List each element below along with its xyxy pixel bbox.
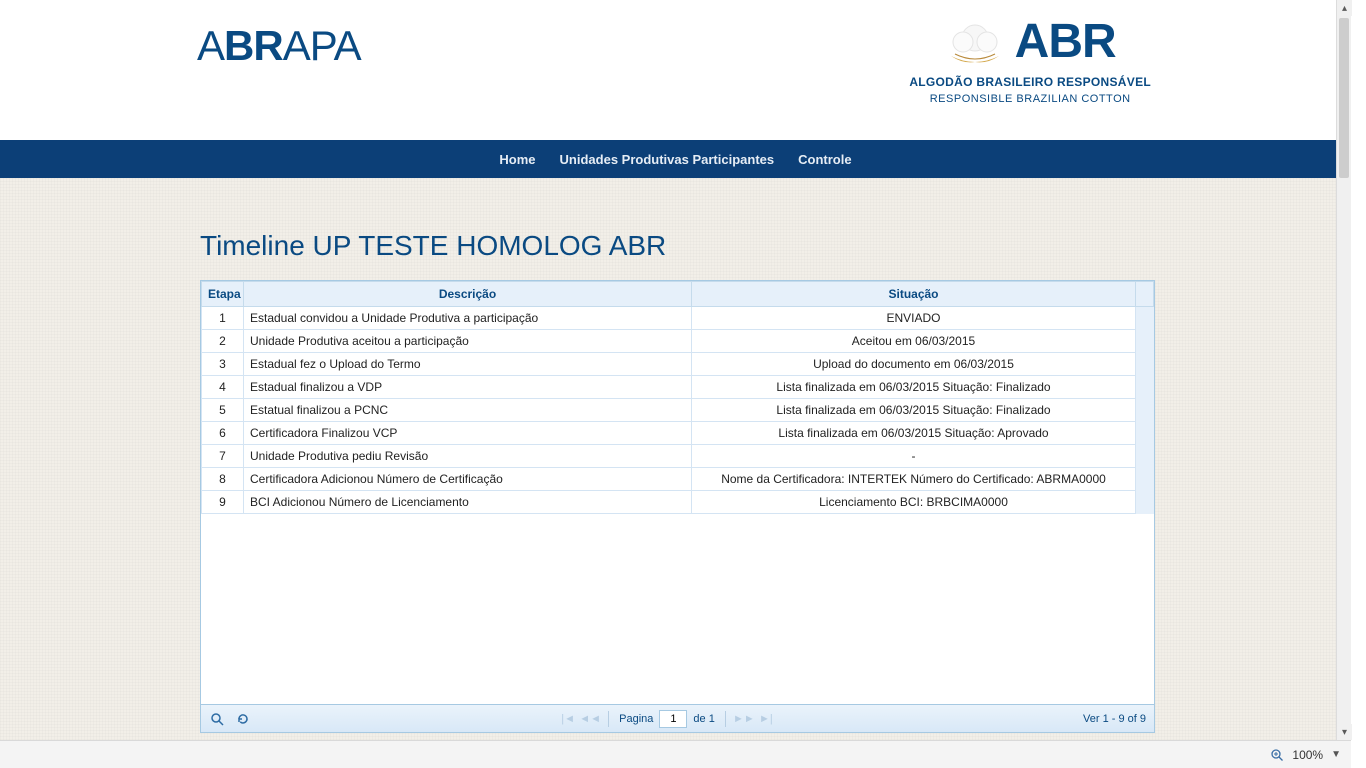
pager-page-label-pre: Pagina	[619, 713, 653, 725]
cell-descricao: Certificadora Adicionou Número de Certif…	[244, 468, 692, 491]
page-title: Timeline UP TESTE HOMOLOG ABR	[200, 230, 1155, 262]
cell-pad	[1136, 422, 1154, 445]
cell-etapa: 9	[202, 491, 244, 514]
grid-header-row: Etapa Descrição Situação	[202, 282, 1154, 307]
pager-separator	[725, 711, 726, 727]
cell-situacao: Lista finalizada em 06/03/2015 Situação:…	[692, 376, 1136, 399]
abr-subtitle-2: RESPONSIBLE BRAZILIAN COTTON	[909, 93, 1151, 105]
table-row[interactable]: 1Estadual convidou a Unidade Produtiva a…	[202, 307, 1154, 330]
cell-etapa: 5	[202, 399, 244, 422]
cell-pad	[1136, 353, 1154, 376]
pager-separator	[608, 711, 609, 727]
cell-pad	[1136, 399, 1154, 422]
abrapa-logo: ABRAPA	[197, 22, 361, 70]
pager-first-button[interactable]: |◄	[560, 711, 576, 727]
table-row[interactable]: 3Estadual fez o Upload do TermoUpload do…	[202, 353, 1154, 376]
search-icon	[210, 712, 224, 726]
cotton-icon	[945, 16, 1005, 68]
pager-refresh-button[interactable]	[235, 711, 251, 727]
cell-situacao: Nome da Certificadora: INTERTEK Número d…	[692, 468, 1136, 491]
cell-descricao: Certificadora Finalizou VCP	[244, 422, 692, 445]
scrollbar-thumb[interactable]	[1339, 18, 1349, 178]
cell-pad	[1136, 307, 1154, 330]
refresh-icon	[236, 712, 250, 726]
cell-etapa: 6	[202, 422, 244, 445]
cell-etapa: 4	[202, 376, 244, 399]
logo-part-a: A	[197, 22, 224, 69]
nav-home[interactable]: Home	[499, 152, 535, 167]
cell-etapa: 7	[202, 445, 244, 468]
cell-etapa: 8	[202, 468, 244, 491]
cell-situacao: Lista finalizada em 06/03/2015 Situação:…	[692, 422, 1136, 445]
scroll-up-arrow-icon[interactable]: ▴	[1337, 0, 1352, 16]
cell-descricao: Estadual convidou a Unidade Produtiva a …	[244, 307, 692, 330]
cell-situacao: Aceitou em 06/03/2015	[692, 330, 1136, 353]
pager-page-label-post: de 1	[693, 713, 714, 725]
pager-next-button[interactable]: ►►	[736, 711, 752, 727]
pager-prev-button[interactable]: ◄◄	[582, 711, 598, 727]
cell-situacao: -	[692, 445, 1136, 468]
header: ABRAPA ABR ALGODÃO BRASILEIRO RESPONSÁVE…	[0, 0, 1351, 140]
cell-situacao: Licenciamento BCI: BRBCIMA0000	[692, 491, 1136, 514]
page-content: Timeline UP TESTE HOMOLOG ABR Etapa Desc…	[200, 230, 1155, 733]
table-row[interactable]: 2Unidade Produtiva aceitou a participaçã…	[202, 330, 1154, 353]
logo-part-br: BR	[224, 22, 283, 69]
abr-logo-block: ABR ALGODÃO BRASILEIRO RESPONSÁVEL RESPO…	[909, 14, 1151, 105]
cell-descricao: Estatual finalizou a PCNC	[244, 399, 692, 422]
table-row[interactable]: 6Certificadora Finalizou VCPLista finali…	[202, 422, 1154, 445]
cell-descricao: BCI Adicionou Número de Licenciamento	[244, 491, 692, 514]
table-row[interactable]: 9BCI Adicionou Número de LicenciamentoLi…	[202, 491, 1154, 514]
cell-descricao: Estadual fez o Upload do Termo	[244, 353, 692, 376]
pager-search-button[interactable]	[209, 711, 225, 727]
col-header-descricao[interactable]: Descrição	[244, 282, 692, 307]
table-row[interactable]: 7Unidade Produtiva pediu Revisão-	[202, 445, 1154, 468]
abr-subtitle-1: ALGODÃO BRASILEIRO RESPONSÁVEL	[909, 75, 1151, 89]
table-row[interactable]: 4Estadual finalizou a VDPLista finalizad…	[202, 376, 1154, 399]
cell-etapa: 2	[202, 330, 244, 353]
nav-controle[interactable]: Controle	[798, 152, 851, 167]
zoom-level: 100%	[1292, 748, 1323, 762]
abr-logo-text: ABR	[1015, 14, 1116, 69]
cell-pad	[1136, 376, 1154, 399]
cell-etapa: 3	[202, 353, 244, 376]
cell-situacao: Upload do documento em 06/03/2015	[692, 353, 1136, 376]
cell-pad	[1136, 330, 1154, 353]
col-header-situacao[interactable]: Situação	[692, 282, 1136, 307]
pager-page-input[interactable]	[659, 710, 687, 728]
scroll-down-arrow-icon[interactable]: ▾	[1337, 724, 1352, 740]
cell-descricao: Unidade Produtiva pediu Revisão	[244, 445, 692, 468]
browser-statusbar: 100% ▼	[0, 740, 1351, 768]
navbar: Home Unidades Produtivas Participantes C…	[0, 140, 1351, 178]
grid-empty-space	[201, 514, 1154, 704]
zoom-icon[interactable]	[1270, 748, 1284, 762]
pager-view-text: Ver 1 - 9 of 9	[1083, 713, 1146, 725]
zoom-dropdown-caret-icon[interactable]: ▼	[1331, 749, 1341, 760]
cell-situacao: ENVIADO	[692, 307, 1136, 330]
cell-descricao: Estadual finalizou a VDP	[244, 376, 692, 399]
col-header-etapa[interactable]: Etapa	[202, 282, 244, 307]
cell-descricao: Unidade Produtiva aceitou a participação	[244, 330, 692, 353]
cell-pad	[1136, 445, 1154, 468]
nav-unidades[interactable]: Unidades Produtivas Participantes	[560, 152, 775, 167]
timeline-grid: Etapa Descrição Situação 1Estadual convi…	[200, 280, 1155, 733]
vertical-scrollbar[interactable]: ▴ ▾	[1336, 0, 1351, 740]
table-row[interactable]: 8Certificadora Adicionou Número de Certi…	[202, 468, 1154, 491]
cell-situacao: Lista finalizada em 06/03/2015 Situação:…	[692, 399, 1136, 422]
cell-pad	[1136, 491, 1154, 514]
cell-etapa: 1	[202, 307, 244, 330]
cell-pad	[1136, 468, 1154, 491]
table-row[interactable]: 5Estatual finalizou a PCNCLista finaliza…	[202, 399, 1154, 422]
col-header-pad	[1136, 282, 1154, 307]
pager-last-button[interactable]: ►|	[758, 711, 774, 727]
logo-part-apa: APA	[283, 22, 361, 69]
grid-pager: |◄ ◄◄ Pagina de 1 ►► ►| Ver 1 - 9 of 9	[201, 704, 1154, 732]
